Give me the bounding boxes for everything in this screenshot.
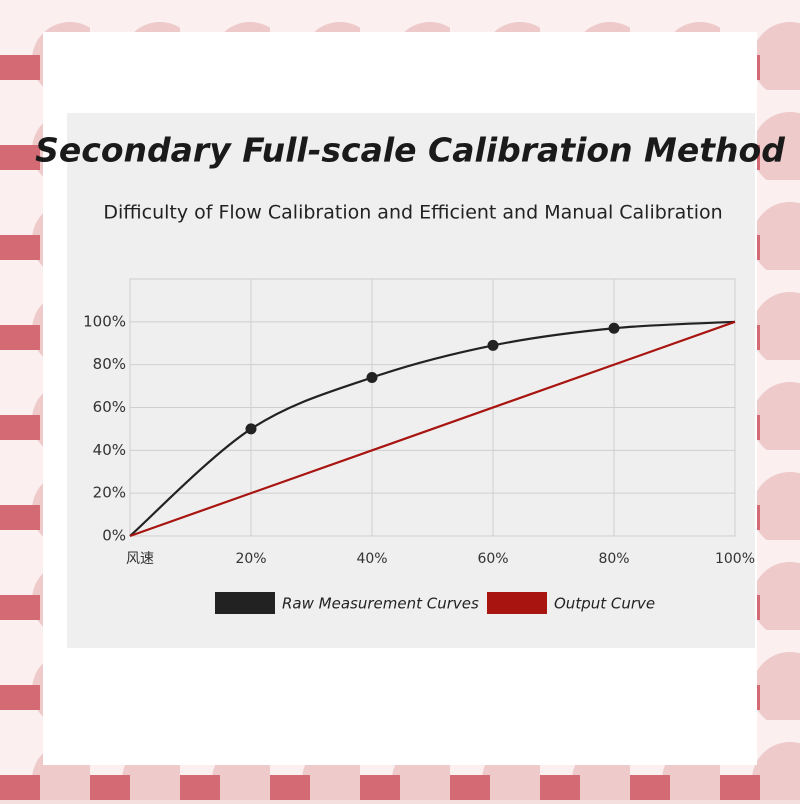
chart-subtitle: Difficulty of Flow Calibration and Effic… <box>103 202 722 224</box>
legend-label: Output Curve <box>554 595 655 613</box>
y-tick-label: 40% <box>93 441 126 459</box>
x-tick-label: 40% <box>356 551 387 567</box>
y-tick-label: 20% <box>93 484 126 502</box>
x-tick-label: 80% <box>598 551 629 567</box>
x-tick-label: 20% <box>235 551 266 567</box>
chart-title: Secondary Full-scale Calibration Method <box>35 131 785 170</box>
legend-swatch <box>215 592 275 614</box>
y-tick-label: 80% <box>93 355 126 373</box>
y-tick-label: 100% <box>83 312 126 330</box>
series-line <box>129 320 736 537</box>
legend-label: Raw Measurement Curves <box>282 595 479 613</box>
data-point <box>245 423 257 435</box>
data-point <box>487 339 499 351</box>
legend-swatch <box>487 592 547 614</box>
panel <box>67 113 755 648</box>
y-tick-label: 60% <box>93 398 126 416</box>
data-point <box>366 372 378 384</box>
data-point <box>608 322 620 334</box>
x-tick-label: 100% <box>715 551 755 567</box>
x-tick-label: 风速 <box>126 551 154 567</box>
y-tick-label: 0% <box>102 527 126 545</box>
x-tick-label: 60% <box>477 551 508 567</box>
series-line <box>129 320 736 538</box>
